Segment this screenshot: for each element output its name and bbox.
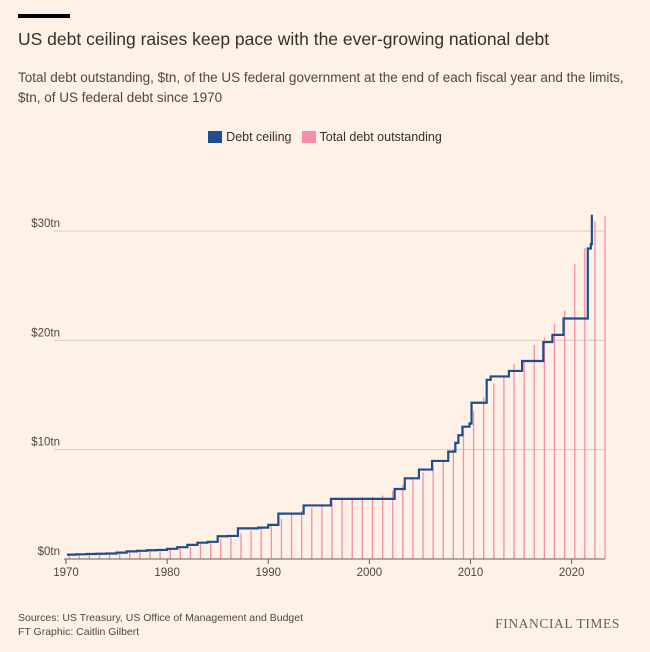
debt-bar-2010 xyxy=(472,410,475,559)
debt-bar-1970 xyxy=(68,554,70,559)
debt-bar-1995 xyxy=(321,504,323,559)
gridlines xyxy=(54,230,605,451)
debt-bar-2007 xyxy=(442,460,444,559)
debt-bar-1997 xyxy=(341,499,343,559)
debt-bar-1996 xyxy=(331,501,333,559)
debt-bar-2015 xyxy=(523,360,525,559)
debt-bar-2006 xyxy=(432,465,434,559)
debt-bar-1990 xyxy=(270,523,272,559)
debt-bar-2020 xyxy=(574,264,576,559)
debt-bar-1973 xyxy=(98,553,101,559)
debt-bar-2004 xyxy=(412,478,414,559)
legend-swatch-total-debt xyxy=(301,131,316,143)
debt-bar-2001 xyxy=(381,495,384,559)
debt-bar-1992 xyxy=(290,514,293,559)
debt-bar-1979 xyxy=(159,549,161,559)
axes: $0tn $10tn $20tn $30tn 1970 1980 1990 2000 2010 2… xyxy=(31,218,605,579)
debt-bar-2012 xyxy=(493,383,495,559)
debt-bar-1991 xyxy=(280,518,283,559)
debt-bar-1975 xyxy=(118,553,121,559)
debt-bar-1994 xyxy=(311,507,313,559)
legend-item-total-debt: Total debt outstanding xyxy=(301,130,442,144)
debt-bar-1987 xyxy=(240,533,242,559)
debt-bar-1988 xyxy=(250,530,252,559)
debt-bar-1999 xyxy=(361,497,363,559)
x-tick-label: 1980 xyxy=(154,567,180,579)
debt-bar-1976 xyxy=(129,552,131,559)
debt-bar-2017 xyxy=(543,337,546,559)
debt-bar-2018 xyxy=(553,323,556,559)
legend-swatch-debt-ceiling xyxy=(208,131,223,143)
debt-bar-1984 xyxy=(210,541,212,559)
footer: Sources: US Treasury, US Office of Manag… xyxy=(18,611,303,639)
debt-bar-1982 xyxy=(189,546,192,559)
chart-area: $0tn $10tn $20tn $30tn 1970 1980 1990 2000 2010 2… xyxy=(31,214,606,579)
debt-bar-1985 xyxy=(220,539,222,559)
debt-bar-2019 xyxy=(563,310,566,559)
debt-bar-2002 xyxy=(392,490,394,559)
x-tick-label: 1990 xyxy=(255,567,281,579)
footer-credit: FT Graphic: Caitlin Gilbert xyxy=(18,626,140,638)
debt-ceiling-line xyxy=(67,214,593,556)
ft-brand: FINANCIAL TIMES xyxy=(495,616,620,631)
legend: Debt ceiling Total debt outstanding xyxy=(0,130,650,144)
x-tick-label: 2020 xyxy=(559,567,585,579)
x-tick-label: 2010 xyxy=(458,567,484,579)
legend-item-debt-ceiling: Debt ceiling xyxy=(208,130,292,144)
debt-bar-2000 xyxy=(371,497,374,559)
footer-sources: Sources: US Treasury, US Office of Manag… xyxy=(18,612,304,624)
x-tick-label: 1970 xyxy=(53,567,79,579)
debt-bar-1986 xyxy=(230,535,232,559)
debt-bar-1971 xyxy=(78,554,80,559)
debt-bar-2005 xyxy=(422,472,424,559)
debt-bar-1977 xyxy=(139,551,141,559)
debt-bar-1974 xyxy=(108,553,111,559)
debt-bar-1998 xyxy=(351,498,353,559)
debt-bar-2014 xyxy=(513,364,515,559)
y-tick-label: $10tn xyxy=(31,437,60,449)
y-tick-label: $20tn xyxy=(31,327,60,339)
debt-bar-1989 xyxy=(260,527,262,559)
debt-bar-2021 xyxy=(584,248,586,559)
debt-bars xyxy=(68,216,606,560)
debt-bar-2013 xyxy=(503,375,505,559)
chart-title: US debt ceiling raises keep pace with th… xyxy=(18,29,550,49)
debt-bar-2008 xyxy=(452,449,455,559)
y-tick-label: $0tn xyxy=(38,546,60,558)
debt-bar-1981 xyxy=(179,548,181,559)
x-tick-label: 2000 xyxy=(357,567,383,579)
debt-bar-1972 xyxy=(88,554,90,559)
y-tick-label: $30tn xyxy=(31,218,60,230)
debt-bar-1993 xyxy=(301,510,303,559)
debt-bar-1983 xyxy=(199,544,202,559)
debt-bar-2011 xyxy=(483,397,485,559)
debt-bar-1978 xyxy=(149,550,151,559)
debt-bar-1980 xyxy=(169,549,171,559)
ceiling-line-layer xyxy=(67,214,593,556)
debt-bar-2022 xyxy=(594,220,596,559)
debt-bar-2009 xyxy=(462,428,465,559)
legend-label-total-debt: Total debt outstanding xyxy=(319,130,442,144)
debt-bar-2003 xyxy=(402,484,404,559)
chart-subtitle: Total debt outstanding, $tn, of the US f… xyxy=(18,70,624,105)
legend-label-debt-ceiling: Debt ceiling xyxy=(226,130,292,144)
debt-bar-2023 xyxy=(604,216,606,560)
ft-top-bar xyxy=(18,14,70,18)
debt-bar-2016 xyxy=(533,345,535,559)
